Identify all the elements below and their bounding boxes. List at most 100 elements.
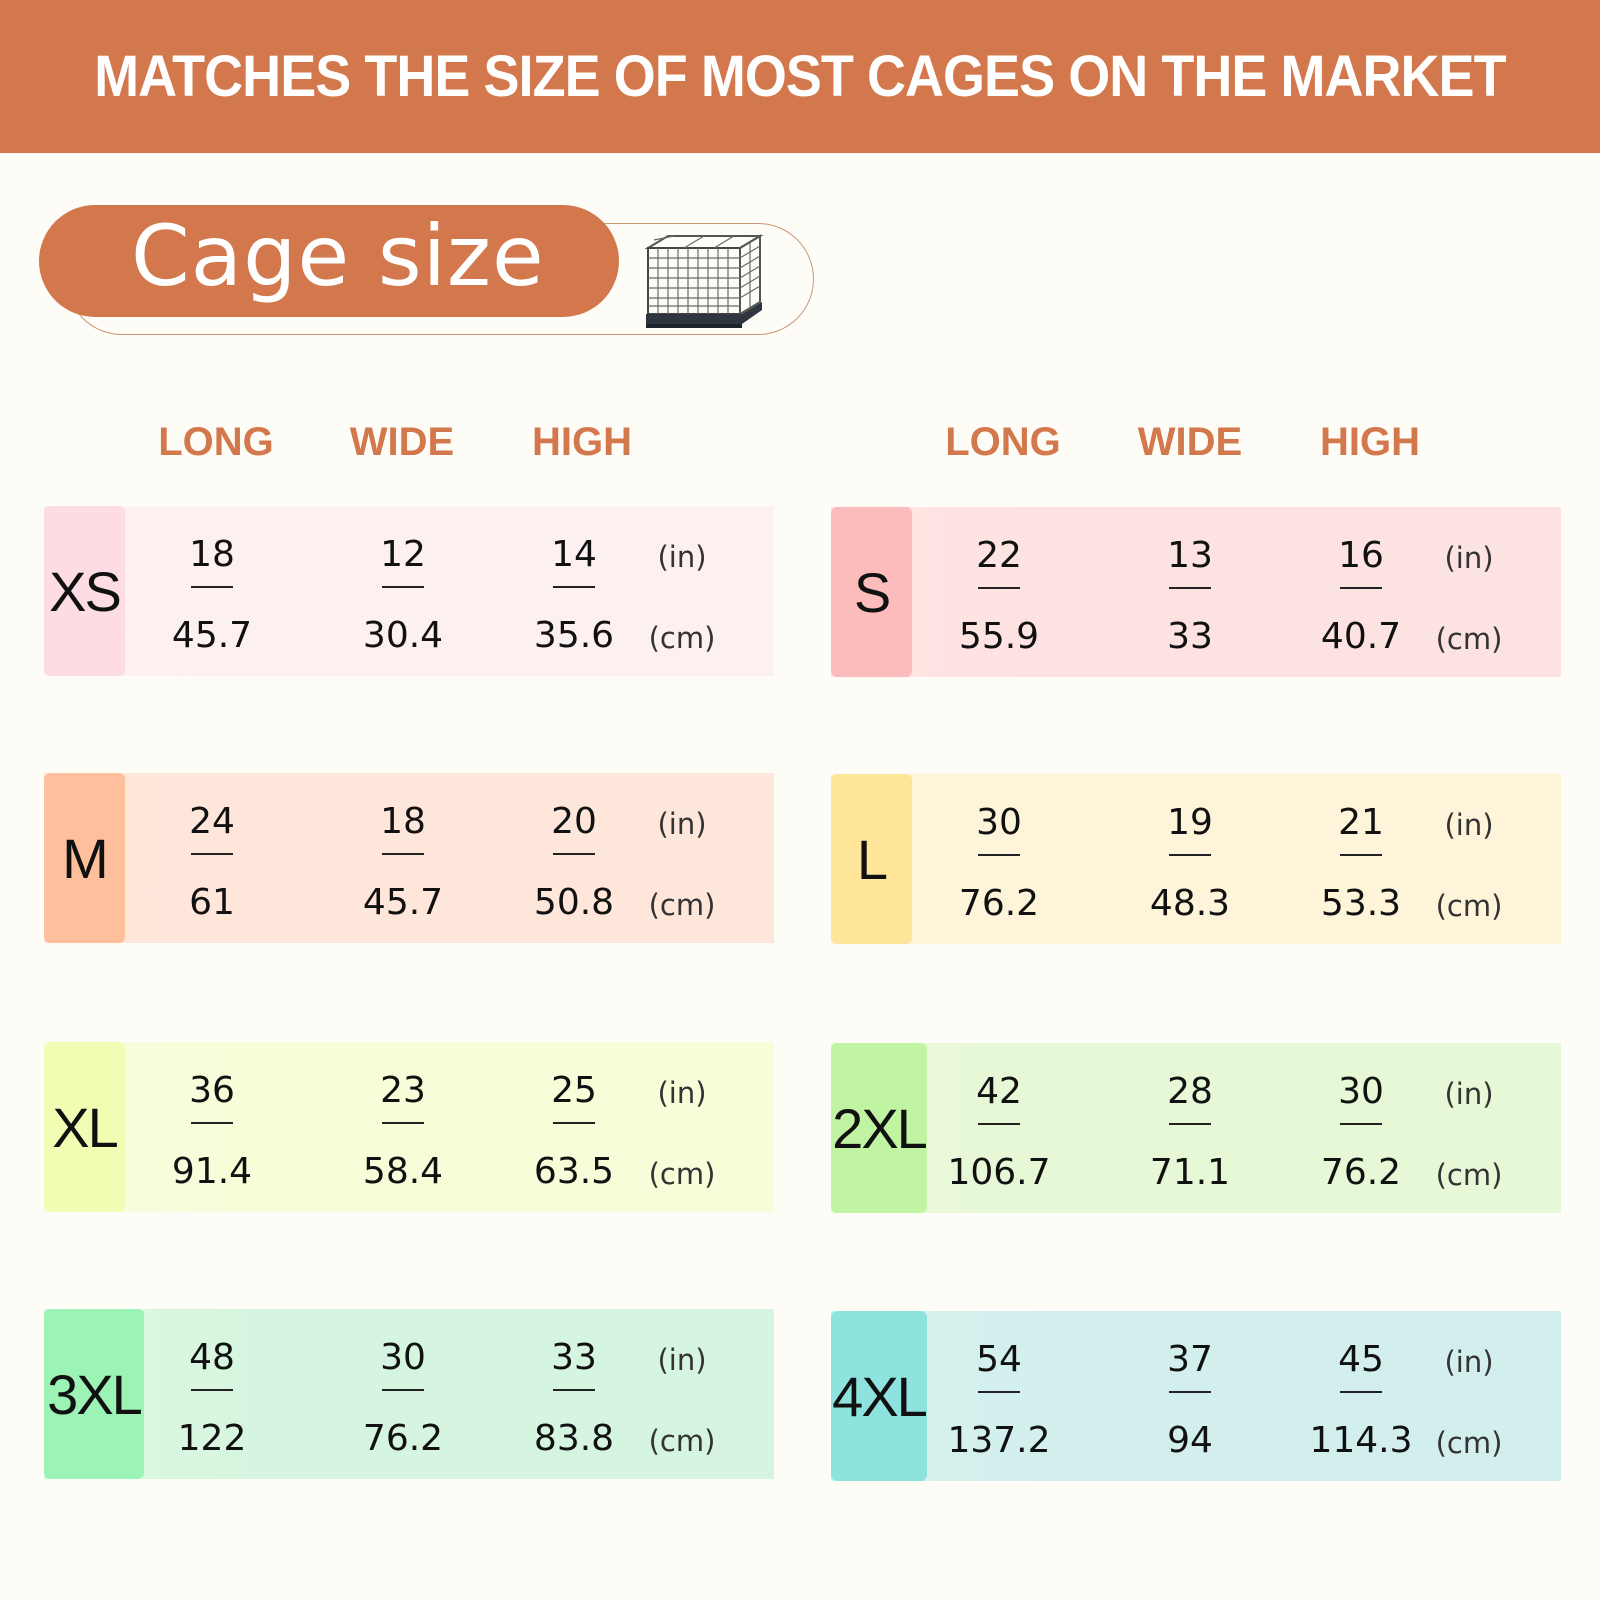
- fraction-divider: [382, 586, 424, 588]
- high-cell: 25 63.5: [519, 1042, 629, 1212]
- fraction-divider: [1340, 1391, 1382, 1393]
- long-inches-value: 54: [976, 1339, 1022, 1380]
- long-cell: 42 106.7: [944, 1043, 1054, 1213]
- size-row: XL 36 91.4 23 58.4 25 63.5 (in) (cm): [44, 1042, 774, 1212]
- high-cell: 21 53.3: [1306, 774, 1416, 944]
- high-cell: 20 50.8: [519, 773, 629, 943]
- high-inches-value: 14: [551, 534, 597, 575]
- size-row-background: [44, 1042, 774, 1212]
- fraction-divider: [553, 1389, 595, 1391]
- fraction-divider: [1169, 1123, 1211, 1125]
- header-long-right: LONG: [945, 420, 1061, 464]
- high-cell: 45 114.3: [1306, 1311, 1416, 1481]
- fraction-divider: [191, 586, 233, 588]
- dog-crate-icon: [644, 234, 764, 328]
- section-title-pill: Cage size: [39, 205, 619, 317]
- header-long-left: LONG: [158, 420, 274, 464]
- unit-centimeters: (cm): [1435, 622, 1503, 656]
- wide-cell: 30 76.2: [348, 1309, 458, 1479]
- high-cm-value: 83.8: [533, 1418, 615, 1459]
- unit-centimeters: (cm): [648, 621, 716, 655]
- size-row-background: [44, 506, 774, 676]
- fraction-divider: [553, 586, 595, 588]
- wide-cell: 13 33: [1135, 507, 1245, 677]
- long-cell: 30 76.2: [944, 774, 1054, 944]
- long-inches-value: 24: [189, 801, 235, 842]
- size-tag: XL: [44, 1042, 125, 1212]
- fraction-divider: [1340, 854, 1382, 856]
- wide-cell: 28 71.1: [1135, 1043, 1245, 1213]
- wide-cm-value: 30.4: [362, 615, 444, 656]
- unit-centimeters: (cm): [1435, 1426, 1503, 1460]
- size-row-background: [831, 1043, 1561, 1213]
- size-label: XL: [52, 1095, 118, 1159]
- size-label: 4XL: [832, 1364, 928, 1428]
- fraction-divider: [1340, 1123, 1382, 1125]
- high-inches-value: 33: [551, 1337, 597, 1378]
- unit-inches: (in): [1444, 1077, 1494, 1111]
- size-label: S: [853, 560, 891, 624]
- unit-inches: (in): [657, 1076, 707, 1110]
- long-cm-value: 137.2: [947, 1420, 1051, 1461]
- long-inches-value: 36: [189, 1070, 235, 1111]
- wide-cm-value: 48.3: [1149, 883, 1231, 924]
- fraction-divider: [1169, 1391, 1211, 1393]
- wide-inches-value: 12: [380, 534, 426, 575]
- size-row: 2XL 42 106.7 28 71.1 30 76.2 (in) (cm): [831, 1043, 1561, 1213]
- wide-cell: 37 94: [1135, 1311, 1245, 1481]
- wide-cell: 19 48.3: [1135, 774, 1245, 944]
- unit-centimeters: (cm): [648, 888, 716, 922]
- long-cm-value: 76.2: [958, 883, 1040, 924]
- unit-inches: (in): [657, 807, 707, 841]
- size-row-background: [831, 507, 1561, 677]
- fraction-divider: [382, 853, 424, 855]
- size-tag: 4XL: [831, 1311, 928, 1481]
- wide-cm-value: 71.1: [1149, 1152, 1231, 1193]
- wide-inches-value: 28: [1167, 1071, 1213, 1112]
- size-tag: 2XL: [831, 1043, 928, 1213]
- fraction-divider: [382, 1122, 424, 1124]
- size-tag: L: [831, 774, 912, 944]
- size-label: XS: [49, 559, 122, 623]
- long-cell: 22 55.9: [944, 507, 1054, 677]
- section-title: Cage size: [131, 207, 545, 305]
- wide-inches-value: 18: [380, 801, 426, 842]
- long-cm-value: 45.7: [171, 615, 253, 656]
- header-high-right: HIGH: [1320, 420, 1420, 464]
- header-banner: MATCHES THE SIZE OF MOST CAGES ON THE MA…: [0, 0, 1600, 153]
- unit-centimeters: (cm): [1435, 1158, 1503, 1192]
- size-label: M: [62, 826, 109, 890]
- size-tag: 3XL: [44, 1309, 144, 1479]
- size-row: 4XL 54 137.2 37 94 45 114.3 (in) (cm): [831, 1311, 1561, 1481]
- high-cm-value: 76.2: [1320, 1152, 1402, 1193]
- size-row-background: [44, 1309, 774, 1479]
- fraction-divider: [1169, 854, 1211, 856]
- long-inches-value: 30: [976, 802, 1022, 843]
- high-cm-value: 53.3: [1320, 883, 1402, 924]
- wide-cell: 18 45.7: [348, 773, 458, 943]
- wide-inches-value: 30: [380, 1337, 426, 1378]
- fraction-divider: [1169, 587, 1211, 589]
- size-row-background: [831, 774, 1561, 944]
- unit-centimeters: (cm): [648, 1424, 716, 1458]
- wide-cell: 23 58.4: [348, 1042, 458, 1212]
- size-tag: S: [831, 507, 912, 677]
- high-cm-value: 114.3: [1309, 1420, 1413, 1461]
- high-cell: 14 35.6: [519, 506, 629, 676]
- long-cm-value: 122: [177, 1418, 247, 1459]
- fraction-divider: [1340, 587, 1382, 589]
- high-inches-value: 21: [1338, 802, 1384, 843]
- long-cell: 48 122: [157, 1309, 267, 1479]
- size-row: S 22 55.9 13 33 16 40.7 (in) (cm): [831, 507, 1561, 677]
- header-high-left: HIGH: [532, 420, 632, 464]
- size-row-background: [831, 1311, 1561, 1481]
- long-cell: 54 137.2: [944, 1311, 1054, 1481]
- size-tag: M: [44, 773, 125, 943]
- long-cell: 18 45.7: [157, 506, 267, 676]
- fraction-divider: [191, 1389, 233, 1391]
- size-label: L: [856, 827, 888, 891]
- long-cm-value: 91.4: [171, 1151, 253, 1192]
- wide-cm-value: 76.2: [362, 1418, 444, 1459]
- long-cell: 36 91.4: [157, 1042, 267, 1212]
- fraction-divider: [553, 1122, 595, 1124]
